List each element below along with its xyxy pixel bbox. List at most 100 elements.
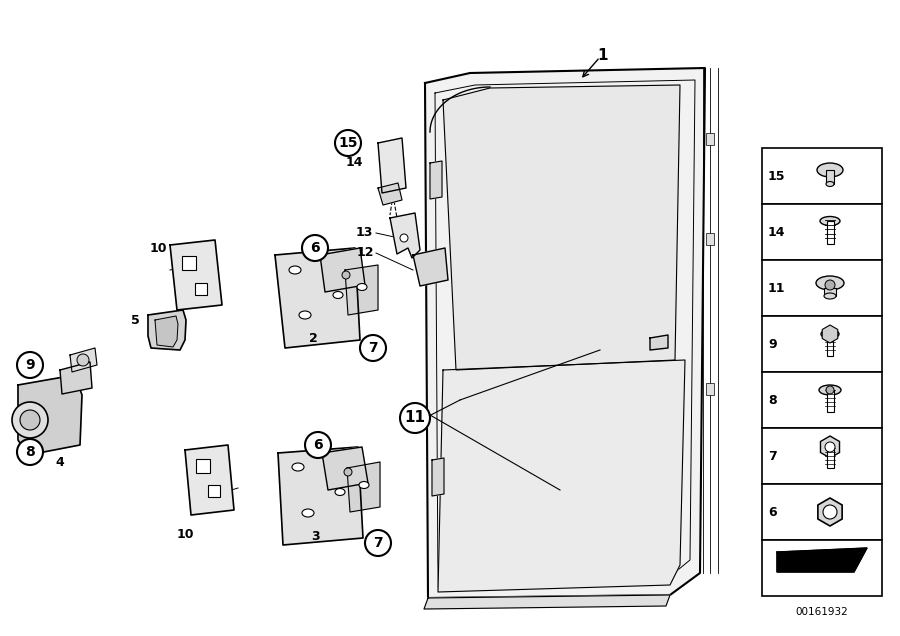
Text: 12: 12 xyxy=(356,247,374,259)
Polygon shape xyxy=(148,310,186,350)
Text: 7: 7 xyxy=(368,341,378,355)
Polygon shape xyxy=(443,85,680,370)
Polygon shape xyxy=(438,360,685,592)
Text: 11: 11 xyxy=(404,410,426,425)
Ellipse shape xyxy=(819,385,841,395)
Ellipse shape xyxy=(333,291,343,298)
Circle shape xyxy=(17,439,43,465)
Ellipse shape xyxy=(817,163,843,177)
Circle shape xyxy=(826,386,834,394)
Text: 9: 9 xyxy=(25,358,35,372)
FancyBboxPatch shape xyxy=(826,221,833,244)
Text: 13: 13 xyxy=(356,226,373,240)
Polygon shape xyxy=(185,445,234,515)
Polygon shape xyxy=(70,348,97,372)
Polygon shape xyxy=(425,68,705,598)
Circle shape xyxy=(305,432,331,458)
Polygon shape xyxy=(18,375,82,455)
FancyBboxPatch shape xyxy=(762,204,882,260)
FancyBboxPatch shape xyxy=(196,459,210,473)
Text: 7: 7 xyxy=(768,450,777,462)
FancyBboxPatch shape xyxy=(826,170,834,184)
Circle shape xyxy=(400,234,408,242)
Ellipse shape xyxy=(299,311,311,319)
Polygon shape xyxy=(424,595,670,609)
Circle shape xyxy=(12,402,48,438)
Circle shape xyxy=(365,530,391,556)
FancyBboxPatch shape xyxy=(762,540,882,596)
Polygon shape xyxy=(170,240,222,310)
FancyBboxPatch shape xyxy=(762,316,882,372)
Circle shape xyxy=(823,505,837,519)
FancyBboxPatch shape xyxy=(706,233,714,245)
Ellipse shape xyxy=(824,293,836,299)
Polygon shape xyxy=(818,498,842,526)
Circle shape xyxy=(344,468,352,476)
Text: 9: 9 xyxy=(768,338,777,350)
FancyBboxPatch shape xyxy=(762,260,882,316)
FancyBboxPatch shape xyxy=(182,256,196,270)
Text: 6: 6 xyxy=(310,241,320,255)
Polygon shape xyxy=(345,265,378,315)
Circle shape xyxy=(360,335,386,361)
Polygon shape xyxy=(278,447,363,545)
Circle shape xyxy=(342,271,350,279)
Circle shape xyxy=(77,354,89,366)
Text: 10: 10 xyxy=(149,242,166,254)
Polygon shape xyxy=(155,316,178,347)
Ellipse shape xyxy=(359,481,369,488)
Ellipse shape xyxy=(335,488,345,495)
Text: 8: 8 xyxy=(768,394,777,406)
Polygon shape xyxy=(347,462,380,512)
Text: 6: 6 xyxy=(768,506,777,518)
Polygon shape xyxy=(275,248,360,348)
FancyBboxPatch shape xyxy=(824,288,836,296)
FancyBboxPatch shape xyxy=(706,133,714,145)
FancyBboxPatch shape xyxy=(762,372,882,428)
Text: 10: 10 xyxy=(176,529,194,541)
Circle shape xyxy=(17,352,43,378)
Polygon shape xyxy=(430,161,442,199)
FancyBboxPatch shape xyxy=(208,485,220,497)
Polygon shape xyxy=(432,458,444,496)
Text: 2: 2 xyxy=(309,331,318,345)
Circle shape xyxy=(302,235,328,261)
Polygon shape xyxy=(60,362,92,394)
Circle shape xyxy=(20,410,40,430)
Text: 4: 4 xyxy=(56,455,65,469)
FancyBboxPatch shape xyxy=(762,428,882,484)
FancyBboxPatch shape xyxy=(195,283,207,295)
Ellipse shape xyxy=(820,216,840,226)
Polygon shape xyxy=(378,183,402,205)
Text: 14: 14 xyxy=(346,155,363,169)
Text: 1: 1 xyxy=(598,48,608,62)
Ellipse shape xyxy=(821,329,839,338)
Ellipse shape xyxy=(292,463,304,471)
Polygon shape xyxy=(320,248,365,292)
Ellipse shape xyxy=(826,181,834,186)
Text: 11: 11 xyxy=(768,282,786,294)
Ellipse shape xyxy=(816,276,844,290)
Text: 5: 5 xyxy=(131,314,140,326)
Ellipse shape xyxy=(289,266,301,274)
Text: 00161932: 00161932 xyxy=(796,607,849,617)
Text: 8: 8 xyxy=(25,445,35,459)
Circle shape xyxy=(335,130,361,156)
Polygon shape xyxy=(821,436,840,458)
Polygon shape xyxy=(378,138,406,193)
FancyBboxPatch shape xyxy=(706,383,714,395)
Circle shape xyxy=(400,403,430,433)
Circle shape xyxy=(825,442,835,452)
Polygon shape xyxy=(823,325,838,343)
FancyBboxPatch shape xyxy=(827,334,833,356)
FancyBboxPatch shape xyxy=(762,484,882,540)
Polygon shape xyxy=(413,248,448,286)
Text: 7: 7 xyxy=(374,536,382,550)
Ellipse shape xyxy=(357,284,367,291)
Polygon shape xyxy=(777,548,867,572)
Text: 15: 15 xyxy=(338,136,358,150)
Circle shape xyxy=(825,280,835,290)
Text: 3: 3 xyxy=(311,530,320,543)
Ellipse shape xyxy=(302,509,314,517)
FancyBboxPatch shape xyxy=(826,446,833,468)
